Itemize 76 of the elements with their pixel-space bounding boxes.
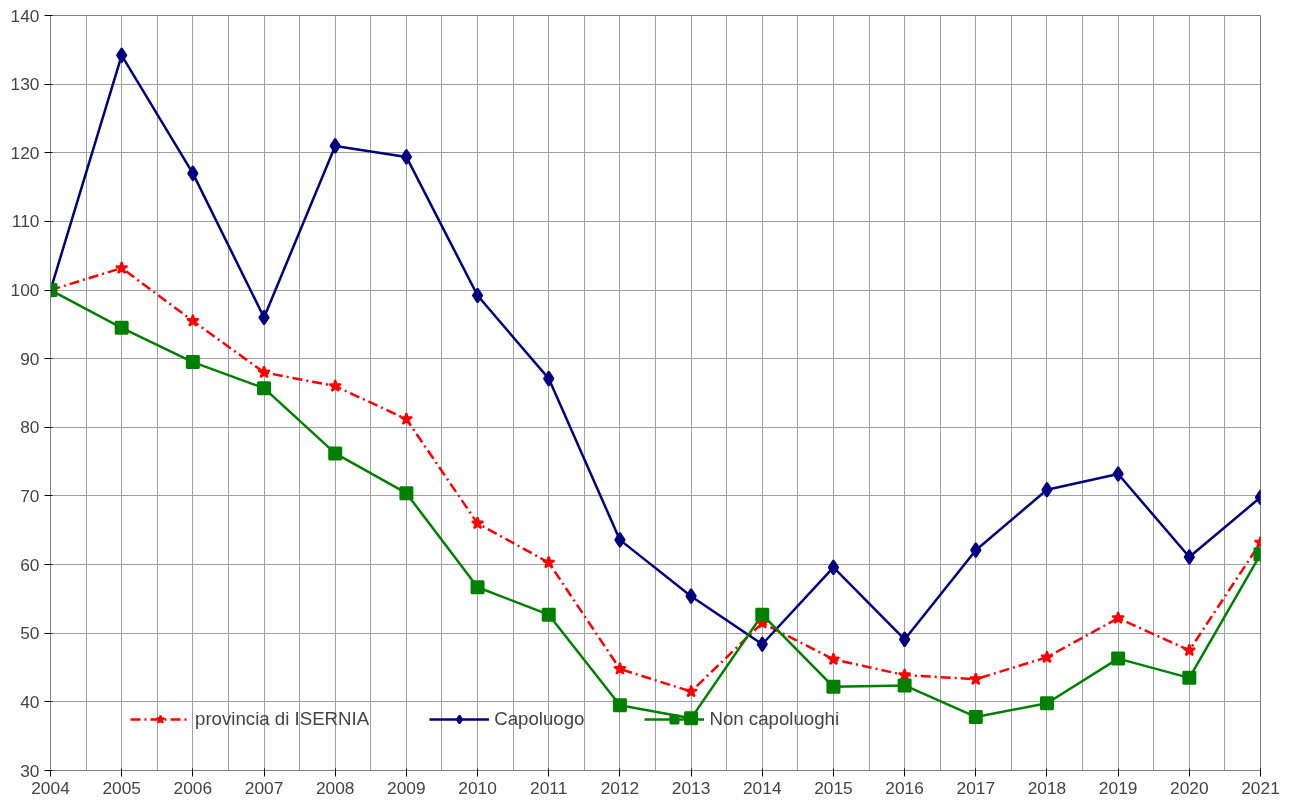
x-tick-label: 2006 — [173, 777, 213, 798]
y-tick-label: 60 — [20, 554, 40, 575]
point — [185, 355, 200, 370]
y-tick-label: 130 — [10, 74, 40, 95]
point — [614, 531, 626, 548]
y-tick-label: 40 — [20, 691, 40, 712]
point — [1182, 643, 1197, 657]
point — [258, 309, 270, 326]
point — [685, 588, 697, 605]
x-tick-label: 2019 — [1098, 777, 1138, 798]
x-tick-label: 2018 — [1027, 777, 1067, 798]
point — [613, 661, 627, 675]
point — [1041, 481, 1053, 498]
x-tick-label: 2014 — [742, 777, 782, 798]
x-tick-label: 2015 — [814, 777, 853, 798]
point — [471, 287, 484, 304]
y-tick-label: 140 — [10, 5, 40, 26]
y-tick-label: 80 — [20, 417, 40, 438]
x-tick-label: 2012 — [600, 777, 640, 798]
x-tick-label: 2013 — [671, 777, 711, 798]
point — [187, 165, 199, 182]
point — [114, 320, 129, 335]
point — [257, 365, 271, 379]
y-tick-label: 50 — [20, 623, 40, 644]
point — [542, 555, 556, 569]
point — [186, 313, 200, 327]
point — [684, 684, 698, 698]
point — [328, 379, 342, 392]
point — [897, 678, 912, 693]
point — [116, 47, 128, 64]
point — [970, 542, 982, 559]
point — [1182, 670, 1197, 685]
x-tick-label: 2009 — [387, 777, 426, 798]
x-tick-label: 2005 — [102, 777, 141, 798]
point — [826, 652, 841, 666]
legend-label: Capoluogo — [494, 708, 585, 730]
point — [257, 381, 272, 396]
point — [1039, 696, 1054, 711]
point — [756, 636, 768, 653]
point — [827, 559, 840, 576]
point — [543, 370, 555, 387]
legend-label: provincia di ISERNIA — [195, 708, 370, 730]
point — [1111, 651, 1126, 666]
x-tick-label: 2020 — [1170, 777, 1209, 798]
point — [969, 672, 983, 686]
point — [1040, 650, 1054, 664]
point — [826, 679, 841, 694]
point — [1112, 465, 1124, 482]
point — [399, 412, 414, 425]
x-tick-label: 2008 — [315, 777, 355, 798]
point — [755, 607, 770, 622]
point — [400, 148, 413, 165]
point — [114, 261, 129, 274]
point — [541, 607, 556, 622]
point — [399, 486, 414, 501]
point — [470, 516, 485, 530]
point — [898, 631, 911, 648]
x-tick-label: 2010 — [458, 777, 497, 798]
y-tick-label: 120 — [10, 142, 40, 163]
x-tick-label: 2011 — [530, 777, 568, 798]
legend-label: Non capoluoghi — [709, 708, 840, 730]
point — [328, 446, 343, 461]
y-tick-label: 110 — [11, 211, 40, 232]
y-tick-label: 70 — [20, 485, 40, 506]
point — [470, 580, 485, 595]
point — [1183, 549, 1195, 566]
point — [1111, 611, 1125, 624]
y-tick-label: 90 — [20, 348, 40, 369]
point — [329, 137, 341, 154]
point — [968, 709, 983, 724]
x-tick-label: 2017 — [956, 777, 996, 798]
x-tick-label: 2021 — [1241, 777, 1280, 798]
x-tick-label: 2007 — [244, 777, 284, 798]
x-tick-label: 2016 — [885, 777, 924, 798]
point — [612, 698, 627, 713]
y-tick-label: 100 — [10, 280, 40, 301]
